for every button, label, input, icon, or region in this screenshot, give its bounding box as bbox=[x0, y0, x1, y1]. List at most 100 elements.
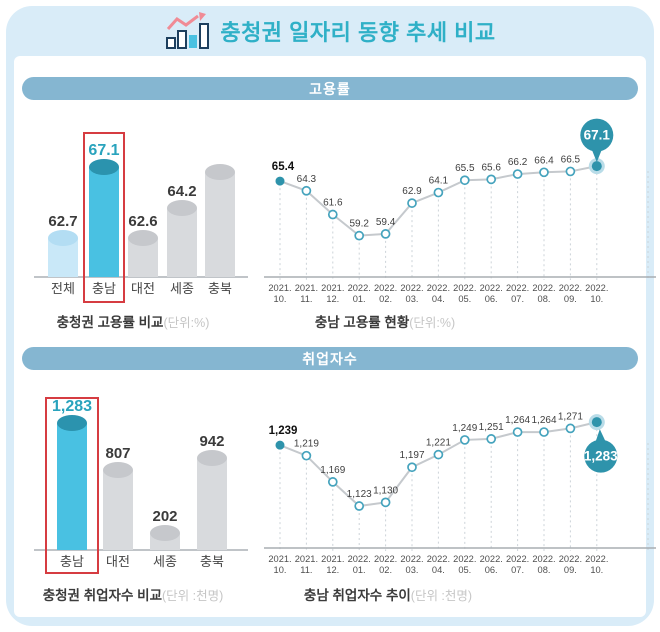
employment-rate-line-tick-5: 2022.03. bbox=[400, 283, 423, 304]
svg-text:942: 942 bbox=[199, 433, 224, 450]
employed-count-bar-chart: 1,283 충남 807 대전 202 세종 942 충북 bbox=[30, 392, 255, 582]
employed-count-line-tick-1: 2021.11. bbox=[295, 554, 318, 575]
employment-rate-line-tick-11: 2022.09. bbox=[559, 283, 582, 304]
employed-count-line-badge: 1,283 bbox=[584, 429, 618, 473]
svg-text:2021.: 2021. bbox=[268, 283, 291, 293]
employment-rate-bar-chart: 62.7 전체 67.1 충남 62.6 대전 64.2 세종 충북 bbox=[30, 125, 255, 305]
svg-text:2022.: 2022. bbox=[374, 554, 397, 564]
svg-text:2022.: 2022. bbox=[348, 554, 371, 564]
svg-text:1,219: 1,219 bbox=[294, 439, 319, 450]
employment-rate-bar-svg: 62.7 전체 67.1 충남 62.6 대전 64.2 세종 충북 bbox=[34, 132, 248, 303]
employed-count-line-tick-12: 2022.10. bbox=[585, 554, 608, 575]
employment-rate-line-tick-8: 2022.06. bbox=[480, 283, 503, 304]
svg-text:05.: 05. bbox=[458, 294, 471, 304]
caption-title: 충남 취업자수 추이 bbox=[303, 588, 411, 603]
employed-count-line-point-1: 1,219 bbox=[294, 439, 319, 461]
svg-text:11.: 11. bbox=[300, 294, 312, 304]
svg-text:1,169: 1,169 bbox=[320, 465, 345, 476]
svg-text:03.: 03. bbox=[406, 294, 419, 304]
employment-rate-line-tick-6: 2022.04. bbox=[427, 283, 450, 304]
svg-text:03.: 03. bbox=[406, 565, 419, 575]
svg-text:2022.: 2022. bbox=[348, 283, 371, 293]
svg-text:807: 807 bbox=[105, 445, 130, 462]
svg-text:1,283: 1,283 bbox=[52, 398, 92, 415]
employed-count-line-tick-11: 2022.09. bbox=[559, 554, 582, 575]
svg-text:66.5: 66.5 bbox=[561, 154, 581, 165]
svg-text:10.: 10. bbox=[274, 294, 287, 304]
employed-count-line-point-11: 1,271 bbox=[558, 411, 583, 434]
svg-text:2022.: 2022. bbox=[400, 554, 423, 564]
employment-rate-line-tick-7: 2022.05. bbox=[453, 283, 476, 304]
employed-count-line-point-10: 1,264 bbox=[531, 415, 557, 437]
svg-text:59.4: 59.4 bbox=[376, 217, 396, 228]
section-header-employment-rate: 고용률 bbox=[22, 77, 638, 100]
employment-rate-bar-bar-4: 충북 bbox=[205, 164, 235, 296]
employment-rate-line-point-1: 64.3 bbox=[297, 174, 317, 196]
svg-text:2021.: 2021. bbox=[268, 554, 291, 564]
employment-rate-line-point-2: 61.6 bbox=[323, 198, 343, 220]
employment-rate-bar-bar-2: 62.6 대전 bbox=[128, 213, 158, 296]
svg-text:59.2: 59.2 bbox=[349, 219, 369, 230]
employment-rate-line-point-4: 59.4 bbox=[376, 217, 396, 239]
employed-count-line-point-0: 1,239 bbox=[269, 425, 297, 450]
svg-text:08.: 08. bbox=[538, 294, 551, 304]
employed-count-bar-bar-1: 807 대전 bbox=[103, 445, 133, 569]
employed-count-bar-bar-3: 942 충북 bbox=[197, 433, 227, 569]
svg-text:충북: 충북 bbox=[208, 281, 232, 296]
svg-text:62.7: 62.7 bbox=[48, 213, 77, 230]
caption-title: 충남 고용률 현황 bbox=[314, 315, 410, 330]
svg-text:2022.: 2022. bbox=[532, 283, 555, 293]
employment-rate-line-point-12 bbox=[588, 158, 605, 175]
employed-count-bar-bar-0: 1,283 충남 bbox=[52, 398, 92, 569]
employment-rate-line-tick-1: 2021.11. bbox=[295, 283, 318, 304]
employment-rate-line-tick-12: 2022.10. bbox=[585, 283, 608, 304]
caption-employment-line: 충남 고용률 현황(단위:%) bbox=[315, 311, 455, 332]
svg-text:01.: 01. bbox=[353, 565, 366, 575]
svg-text:62.9: 62.9 bbox=[402, 186, 422, 197]
svg-text:충남: 충남 bbox=[92, 281, 116, 296]
svg-text:충북: 충북 bbox=[200, 554, 224, 569]
svg-text:2022.: 2022. bbox=[480, 283, 503, 293]
svg-text:1,271: 1,271 bbox=[558, 411, 583, 422]
svg-text:08.: 08. bbox=[538, 565, 551, 575]
caption-employment-bar: 충청권 고용률 비교(단위:%) bbox=[57, 311, 210, 332]
svg-text:2022.: 2022. bbox=[506, 554, 529, 564]
employment-rate-line-point-7: 65.5 bbox=[455, 163, 475, 186]
page-title: 충청권 일자리 동향 추세 비교 bbox=[220, 20, 496, 45]
employed-count-line-tick-9: 2022.07. bbox=[506, 554, 529, 575]
svg-text:10.: 10. bbox=[274, 565, 287, 575]
employed-count-line-point-7: 1,249 bbox=[452, 423, 478, 445]
svg-text:65.5: 65.5 bbox=[455, 163, 475, 174]
svg-text:세종: 세종 bbox=[170, 281, 194, 296]
svg-text:02.: 02. bbox=[379, 565, 392, 575]
svg-text:61.6: 61.6 bbox=[323, 198, 343, 209]
employed-count-bar-highlight-box bbox=[45, 397, 99, 574]
svg-text:12.: 12. bbox=[326, 565, 339, 575]
employment-rate-line-point-9: 66.2 bbox=[508, 157, 528, 179]
svg-text:05.: 05. bbox=[458, 565, 471, 575]
employment-rate-line-tick-10: 2022.08. bbox=[532, 283, 555, 304]
svg-text:2022.: 2022. bbox=[400, 283, 423, 293]
caption-employed-line: 충남 취업자수 추이(단위 :천명) bbox=[304, 584, 472, 605]
svg-text:09.: 09. bbox=[564, 294, 577, 304]
employed-count-line-chart: 1,239 1,219 1,169 1,123 1,130 1,197 1,221 1,249… bbox=[262, 388, 658, 584]
employed-count-bar-svg: 1,283 충남 807 대전 202 세종 942 충북 bbox=[34, 397, 248, 574]
svg-text:2022.: 2022. bbox=[532, 554, 555, 564]
svg-text:1,123: 1,123 bbox=[347, 489, 372, 500]
svg-text:2021.: 2021. bbox=[321, 554, 344, 564]
employed-count-line-tick-10: 2022.08. bbox=[532, 554, 555, 575]
svg-text:2022.: 2022. bbox=[427, 554, 450, 564]
employment-rate-line-point-3: 59.2 bbox=[349, 219, 369, 241]
employment-rate-line-chart: 65.4 64.3 61.6 59.2 59.4 62.9 64.1 65.5 65.6 66.2… bbox=[262, 116, 658, 312]
svg-text:2021.: 2021. bbox=[295, 283, 318, 293]
svg-text:2022.: 2022. bbox=[585, 554, 608, 564]
svg-text:대전: 대전 bbox=[131, 281, 155, 296]
svg-text:1,221: 1,221 bbox=[426, 438, 451, 449]
svg-text:01.: 01. bbox=[353, 294, 366, 304]
employed-count-line-point-12 bbox=[588, 414, 605, 431]
svg-text:04.: 04. bbox=[432, 565, 445, 575]
employed-count-line-point-2: 1,169 bbox=[320, 465, 346, 487]
employed-count-line-point-5: 1,197 bbox=[399, 450, 425, 473]
caption-unit: (단위:%) bbox=[409, 316, 456, 330]
